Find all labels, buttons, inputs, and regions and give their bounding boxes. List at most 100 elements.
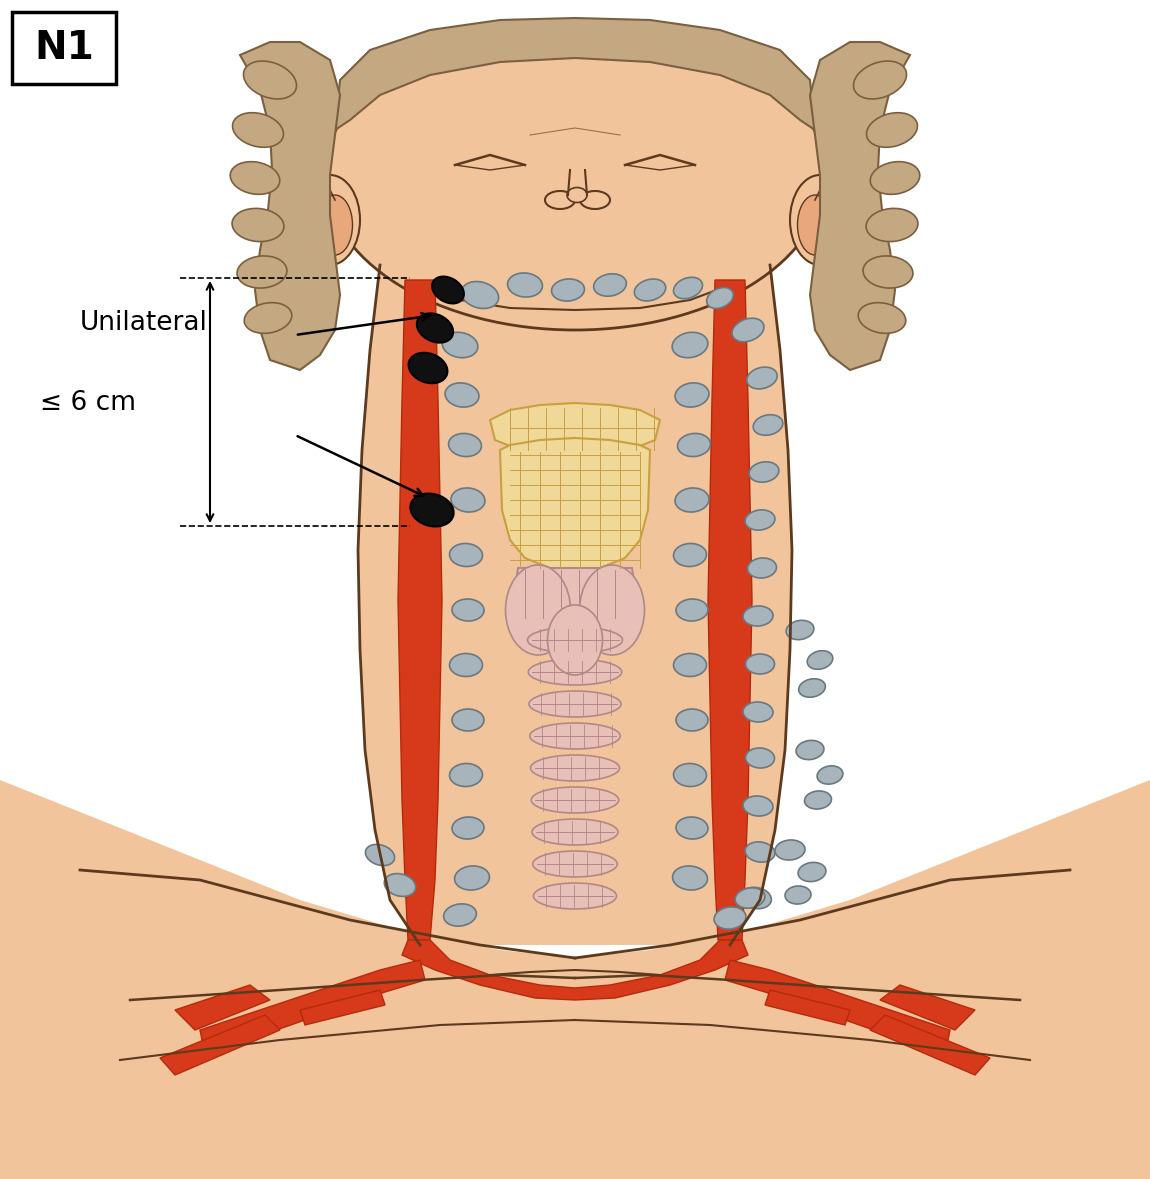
Ellipse shape	[366, 844, 394, 865]
Ellipse shape	[452, 599, 484, 621]
Ellipse shape	[675, 383, 708, 407]
Ellipse shape	[300, 174, 360, 265]
Polygon shape	[300, 990, 385, 1025]
Ellipse shape	[454, 865, 490, 890]
Polygon shape	[708, 279, 752, 940]
Ellipse shape	[450, 544, 483, 567]
Ellipse shape	[674, 277, 703, 298]
Ellipse shape	[635, 279, 666, 301]
Text: Unilateral: Unilateral	[81, 310, 208, 336]
Text: N1: N1	[34, 29, 94, 67]
Polygon shape	[240, 42, 340, 370]
Ellipse shape	[818, 766, 843, 784]
Ellipse shape	[593, 274, 627, 296]
Ellipse shape	[733, 318, 764, 342]
Ellipse shape	[530, 755, 620, 780]
Ellipse shape	[674, 764, 706, 786]
Polygon shape	[390, 140, 760, 298]
Ellipse shape	[547, 605, 603, 676]
Ellipse shape	[507, 274, 543, 297]
Ellipse shape	[506, 565, 570, 656]
Ellipse shape	[580, 191, 610, 209]
Ellipse shape	[580, 565, 644, 656]
Ellipse shape	[674, 544, 706, 567]
Ellipse shape	[237, 256, 288, 288]
Polygon shape	[810, 42, 910, 370]
Ellipse shape	[676, 817, 708, 839]
Ellipse shape	[743, 606, 773, 626]
Ellipse shape	[567, 187, 587, 203]
Ellipse shape	[416, 314, 453, 343]
Ellipse shape	[787, 620, 814, 640]
Polygon shape	[880, 984, 975, 1030]
Ellipse shape	[743, 796, 773, 816]
Ellipse shape	[232, 209, 284, 242]
Ellipse shape	[450, 653, 483, 677]
Ellipse shape	[676, 709, 708, 731]
Ellipse shape	[798, 679, 826, 697]
Polygon shape	[0, 780, 1150, 1179]
Ellipse shape	[530, 723, 620, 749]
Ellipse shape	[743, 702, 773, 722]
Text: ≤ 6 cm: ≤ 6 cm	[40, 390, 136, 416]
Ellipse shape	[775, 839, 805, 859]
Ellipse shape	[528, 659, 622, 685]
Ellipse shape	[445, 383, 478, 407]
Ellipse shape	[798, 862, 826, 882]
Ellipse shape	[461, 282, 499, 309]
Ellipse shape	[797, 195, 833, 255]
Ellipse shape	[555, 635, 595, 664]
Polygon shape	[402, 940, 748, 1000]
Ellipse shape	[232, 113, 283, 147]
Polygon shape	[200, 960, 426, 1055]
Ellipse shape	[532, 819, 618, 845]
Ellipse shape	[853, 61, 906, 99]
Polygon shape	[335, 18, 815, 130]
Ellipse shape	[408, 353, 447, 383]
Ellipse shape	[444, 904, 476, 927]
Ellipse shape	[677, 434, 711, 456]
Polygon shape	[765, 990, 850, 1025]
Polygon shape	[871, 1015, 990, 1075]
Ellipse shape	[707, 288, 734, 309]
Ellipse shape	[384, 874, 415, 896]
Ellipse shape	[753, 415, 783, 435]
Ellipse shape	[552, 279, 584, 301]
Ellipse shape	[871, 162, 920, 195]
Ellipse shape	[862, 256, 913, 288]
Ellipse shape	[866, 209, 918, 242]
Ellipse shape	[451, 488, 485, 512]
Ellipse shape	[745, 654, 774, 674]
Ellipse shape	[529, 691, 621, 717]
Ellipse shape	[432, 277, 463, 303]
Ellipse shape	[673, 865, 707, 890]
Ellipse shape	[672, 332, 708, 357]
Ellipse shape	[674, 653, 706, 677]
Ellipse shape	[244, 61, 297, 99]
Ellipse shape	[805, 791, 831, 809]
Ellipse shape	[532, 851, 618, 877]
Ellipse shape	[748, 558, 776, 578]
Ellipse shape	[545, 191, 575, 209]
FancyBboxPatch shape	[12, 12, 116, 84]
Ellipse shape	[676, 599, 708, 621]
Ellipse shape	[452, 817, 484, 839]
Polygon shape	[175, 984, 270, 1030]
Ellipse shape	[531, 788, 619, 814]
Polygon shape	[515, 568, 635, 621]
Ellipse shape	[745, 842, 775, 862]
Ellipse shape	[741, 888, 772, 909]
Ellipse shape	[785, 885, 811, 904]
Polygon shape	[724, 960, 950, 1055]
Ellipse shape	[442, 332, 478, 357]
Polygon shape	[490, 403, 660, 454]
Ellipse shape	[735, 888, 765, 908]
Polygon shape	[160, 1015, 279, 1075]
Ellipse shape	[807, 651, 833, 670]
Polygon shape	[398, 279, 442, 940]
Ellipse shape	[230, 162, 279, 195]
Polygon shape	[358, 265, 792, 946]
Ellipse shape	[714, 907, 746, 929]
Polygon shape	[500, 439, 650, 569]
Ellipse shape	[749, 462, 779, 482]
